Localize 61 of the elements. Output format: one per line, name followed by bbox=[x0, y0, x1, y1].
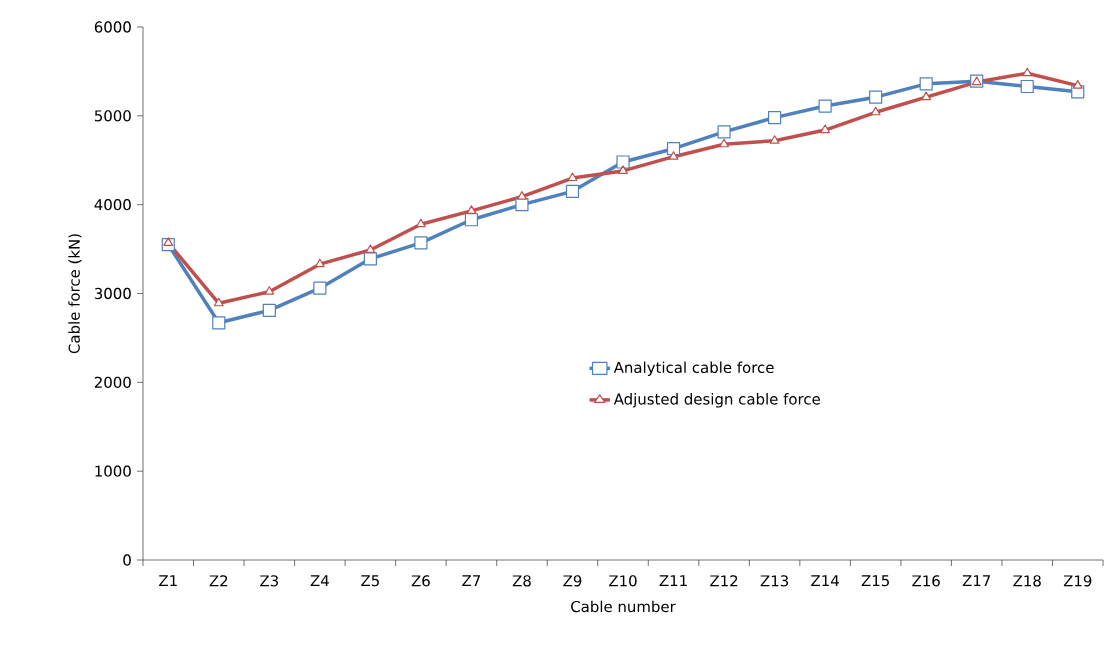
x-tick-label: Z15 bbox=[861, 575, 889, 587]
y-axis-title: Cable force (kN) bbox=[68, 234, 82, 354]
y-tick-label: 2000 bbox=[94, 376, 131, 388]
x-tick-label: Z2 bbox=[209, 575, 228, 587]
x-tick-label: Z11 bbox=[659, 575, 687, 587]
point bbox=[818, 99, 832, 113]
x-tick-label: Z10 bbox=[609, 575, 637, 587]
point bbox=[919, 77, 933, 91]
point bbox=[1022, 67, 1033, 77]
x-tick-label: Z14 bbox=[811, 575, 839, 587]
point bbox=[515, 198, 529, 212]
x-tick-label: Z19 bbox=[1063, 575, 1092, 587]
point bbox=[666, 142, 681, 156]
point bbox=[869, 90, 883, 104]
x-tick-label: Z18 bbox=[1013, 575, 1041, 587]
point bbox=[1020, 79, 1034, 94]
point bbox=[870, 106, 881, 116]
point bbox=[717, 125, 731, 139]
point bbox=[414, 236, 428, 250]
point bbox=[767, 111, 782, 125]
y-tick-label: 1000 bbox=[95, 465, 131, 477]
point bbox=[565, 184, 580, 198]
x-tick-label: Z8 bbox=[512, 575, 531, 587]
x-tick-label: Z3 bbox=[260, 575, 278, 587]
x-tick-label: Z9 bbox=[563, 575, 582, 587]
point bbox=[262, 303, 276, 317]
x-tick-label: Z7 bbox=[462, 575, 481, 587]
y-tick-label: 6000 bbox=[94, 21, 131, 33]
point bbox=[921, 91, 932, 101]
point bbox=[464, 213, 479, 227]
x-tick-label: Z12 bbox=[710, 575, 738, 587]
point bbox=[213, 297, 224, 307]
x-tick-label: Z6 bbox=[411, 575, 430, 587]
point bbox=[363, 252, 377, 266]
legend-label: Adjusted design cable force bbox=[613, 393, 820, 408]
y-tick-label: 0 bbox=[123, 554, 131, 566]
legend-label: Analytical cable force bbox=[613, 361, 774, 376]
x-tick-label: Z5 bbox=[361, 575, 379, 587]
point bbox=[517, 191, 527, 200]
x-tick-label: Z17 bbox=[962, 575, 991, 587]
point bbox=[313, 281, 327, 295]
y-tick-label: 5000 bbox=[94, 110, 131, 122]
point bbox=[1072, 80, 1083, 89]
point bbox=[212, 316, 226, 330]
point bbox=[264, 286, 275, 295]
point bbox=[163, 237, 174, 246]
point bbox=[365, 244, 376, 254]
x-axis-title: Cable number bbox=[571, 600, 676, 613]
x-tick-label: Z13 bbox=[760, 575, 789, 587]
y-tick-label: 3000 bbox=[94, 287, 131, 300]
point bbox=[616, 155, 630, 169]
x-tick-label: Z4 bbox=[310, 575, 329, 587]
point bbox=[668, 151, 679, 160]
x-tick-label: Z1 bbox=[159, 575, 177, 587]
y-tick-label: 4000 bbox=[94, 199, 131, 211]
point bbox=[618, 165, 628, 175]
point bbox=[719, 138, 729, 148]
point bbox=[769, 135, 780, 144]
point bbox=[466, 205, 477, 214]
x-tick-label: Z16 bbox=[912, 575, 940, 587]
point bbox=[820, 124, 831, 134]
